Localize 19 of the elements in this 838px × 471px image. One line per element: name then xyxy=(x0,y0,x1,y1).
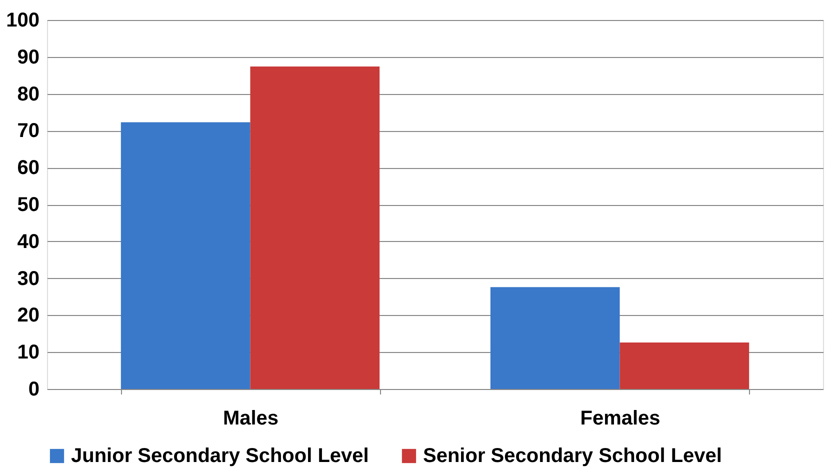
legend-label: Junior Secondary School Level xyxy=(71,445,369,467)
y-tick-label: 70 xyxy=(17,120,40,142)
y-tick-label: 80 xyxy=(17,83,40,106)
y-tick-label: 50 xyxy=(17,194,40,216)
y-tick-label: 10 xyxy=(17,342,40,364)
y-tick-label: 30 xyxy=(17,268,40,290)
bar xyxy=(620,342,750,389)
x-tick-label: Females xyxy=(580,408,660,430)
legend-label: Senior Secondary School Level xyxy=(423,445,722,467)
bar xyxy=(250,66,380,389)
bar xyxy=(120,122,250,389)
x-tick-label: Males xyxy=(222,408,279,430)
y-tick-label: 20 xyxy=(17,304,40,327)
bar xyxy=(490,287,620,389)
y-tick-label: 90 xyxy=(17,46,40,68)
y-tick-label: 100 xyxy=(6,10,40,32)
y-tick-label: 40 xyxy=(17,230,40,253)
y-tick-label: 0 xyxy=(28,378,40,400)
y-tick-label: 60 xyxy=(17,157,40,180)
